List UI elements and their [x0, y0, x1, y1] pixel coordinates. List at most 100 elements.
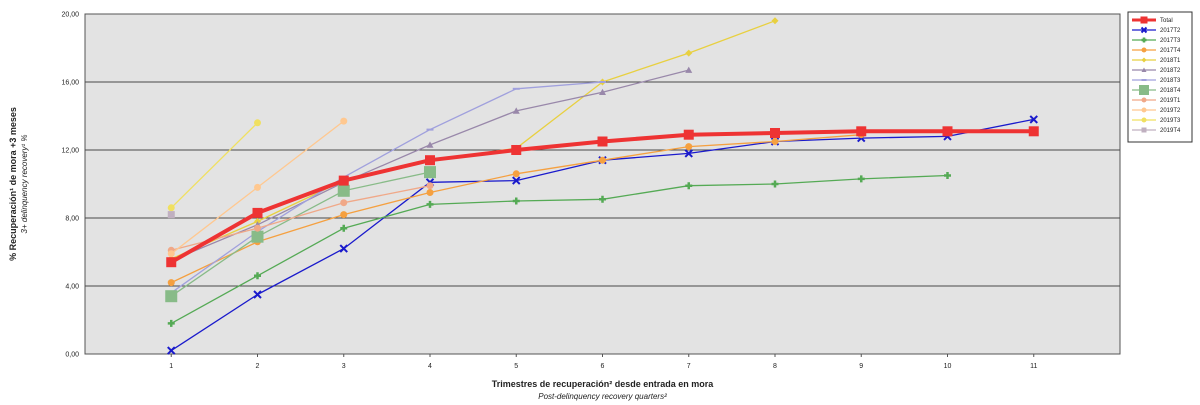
- x-axis-title: Trimestres de recuperación² desde entrad…: [492, 379, 715, 389]
- data-point: [599, 156, 606, 164]
- x-tick-label: 4: [428, 363, 432, 370]
- data-point: [685, 66, 693, 73]
- data-point: [1141, 47, 1147, 53]
- legend-box: [1127, 11, 1193, 143]
- series-line: [170, 81, 603, 294]
- legend-label: 2017T4: [1160, 48, 1181, 54]
- data-point: [251, 230, 264, 243]
- x-tick-label: 5: [514, 363, 518, 370]
- data-point: [340, 224, 348, 232]
- x-tick-label: 6: [601, 363, 605, 370]
- data-point: [426, 200, 434, 208]
- data-point: [254, 119, 261, 127]
- x-axis-subtitle: Post-delinquency recovery quarters²: [538, 392, 667, 401]
- legend-item: 2018T3: [1132, 78, 1181, 84]
- data-point: [1141, 127, 1147, 133]
- data-point: [426, 182, 434, 190]
- data-point: [1141, 57, 1147, 63]
- data-point: [165, 290, 178, 303]
- data-point: [339, 244, 348, 253]
- legend-item: 2019T4: [1132, 127, 1181, 134]
- series-2018T4: [165, 166, 436, 303]
- data-point: [856, 126, 867, 137]
- legend-label: 2019T2: [1160, 108, 1181, 114]
- data-point: [166, 257, 177, 268]
- x-tick-label: 11: [1030, 363, 1037, 370]
- x-tick-label: 10: [944, 363, 952, 370]
- data-point: [167, 319, 175, 327]
- legend-label: 2018T3: [1160, 78, 1181, 84]
- legend-label: 2019T3: [1160, 118, 1181, 124]
- data-point: [1140, 16, 1148, 24]
- legend-item: Total: [1132, 16, 1173, 24]
- data-point: [340, 199, 348, 207]
- series-2017T4: [167, 131, 865, 287]
- data-point: [942, 126, 953, 137]
- series-layer: [165, 17, 1039, 355]
- data-point: [167, 279, 175, 287]
- legend: Total 2017T2 2017T3 2017T4 2018T1 2018T2 2018T…: [1127, 11, 1193, 143]
- y-tick-label: 16,00: [61, 80, 79, 87]
- data-point: [599, 195, 606, 203]
- data-point: [857, 175, 865, 183]
- data-point: [340, 211, 348, 219]
- data-point: [771, 180, 779, 188]
- legend-label: 2017T3: [1160, 38, 1181, 44]
- data-point: [426, 189, 434, 196]
- data-point: [167, 250, 175, 258]
- legend-label: 2018T4: [1160, 88, 1181, 94]
- data-point: [1141, 97, 1147, 103]
- data-point: [512, 197, 520, 205]
- data-point: [254, 224, 261, 232]
- legend-item: 2017T4: [1132, 47, 1181, 54]
- data-point: [1141, 67, 1147, 72]
- data-point: [426, 141, 434, 148]
- legend-item: 2018T4: [1132, 85, 1181, 95]
- x-tick-label: 3: [342, 363, 346, 370]
- data-point: [1141, 37, 1147, 43]
- data-point: [425, 155, 435, 166]
- x-tick-label: 1: [169, 363, 173, 370]
- data-point: [685, 49, 693, 57]
- legend-item: 2018T2: [1132, 67, 1181, 74]
- data-point: [167, 211, 175, 219]
- data-point: [337, 184, 350, 197]
- data-point: [599, 88, 606, 95]
- legend-label: Total: [1160, 18, 1173, 24]
- series-2017T3: [167, 172, 951, 327]
- x-axis-ticks: 1 2 3 4 5 6 7 8 9 10 11: [169, 354, 1037, 370]
- legend-item: 2019T2: [1132, 107, 1181, 114]
- y-axis-subtitle: 3+ delinquency recovery¹ %: [20, 135, 29, 234]
- y-tick-label: 8,00: [65, 216, 79, 223]
- data-point: [340, 117, 348, 125]
- data-point: [424, 166, 436, 179]
- data-point: [1029, 115, 1038, 124]
- data-point: [1140, 26, 1148, 34]
- data-point: [771, 17, 779, 25]
- data-point: [512, 176, 521, 185]
- plot-area: [84, 13, 1121, 355]
- y-axis-title: % Recuperación¹ de mora +3 meses: [8, 107, 18, 261]
- x-tick-label: 2: [256, 363, 260, 370]
- data-point: [597, 136, 608, 147]
- series-Total: [166, 126, 1039, 268]
- data-point: [683, 129, 694, 140]
- series-2019T4: [167, 211, 175, 219]
- data-point: [1141, 117, 1147, 123]
- x-tick-label: 8: [773, 363, 777, 370]
- data-point: [338, 175, 349, 186]
- data-point: [167, 204, 175, 212]
- y-tick-label: 0,00: [65, 352, 79, 359]
- data-point: [1028, 126, 1039, 137]
- data-point: [770, 128, 780, 138]
- data-point: [254, 183, 261, 191]
- data-point: [944, 172, 951, 179]
- series-2019T3: [167, 119, 261, 212]
- data-point: [1139, 85, 1149, 95]
- series-2019T2: [167, 117, 348, 258]
- y-axis-ticks: 0,00 4,00 8,00 12,00 16,00 20,00: [61, 12, 79, 359]
- data-point: [511, 145, 522, 155]
- data-point: [771, 138, 779, 145]
